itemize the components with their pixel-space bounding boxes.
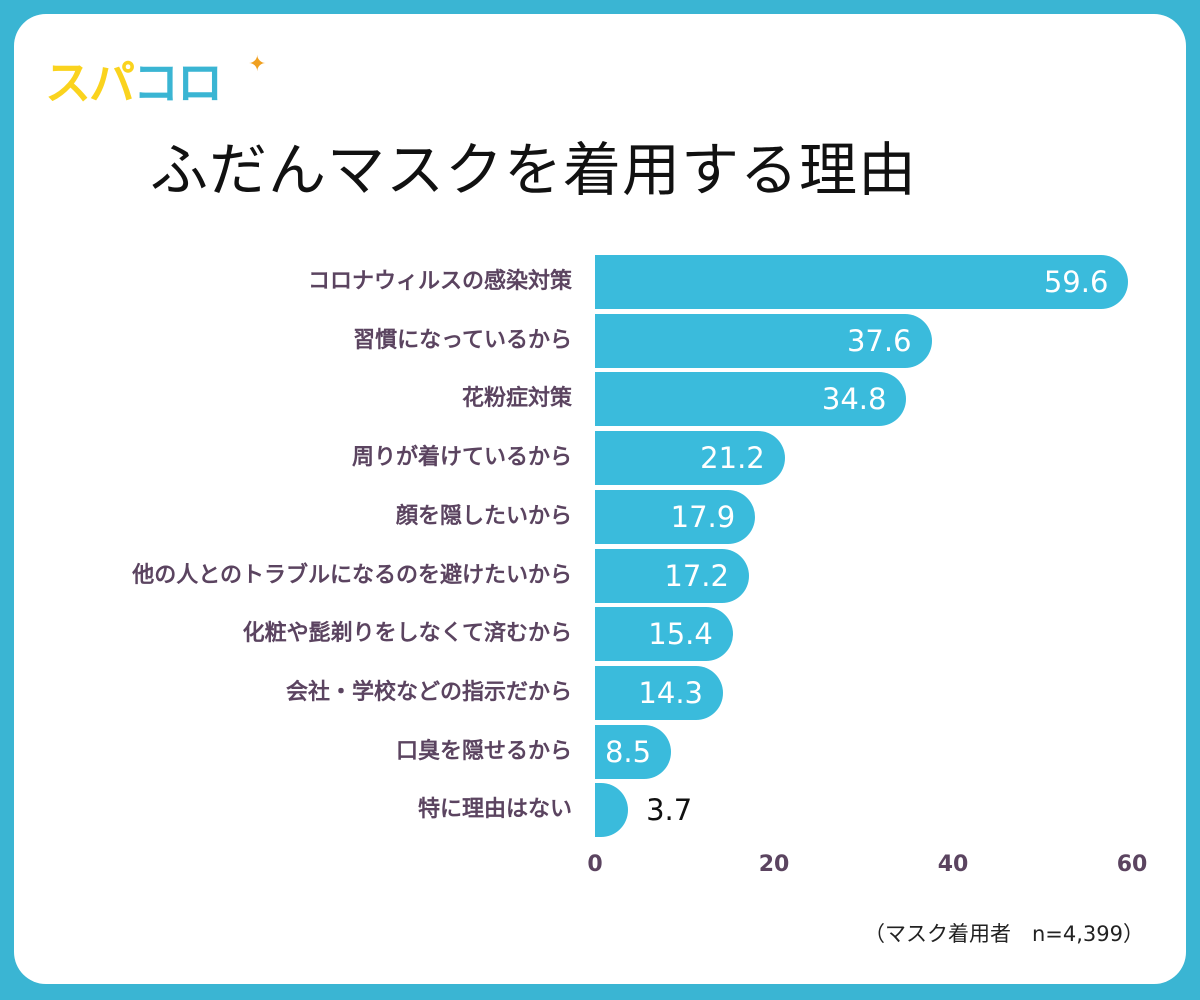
value-label: 59.6	[1043, 265, 1109, 299]
value-label: 8.5	[604, 734, 652, 769]
category-label: 他の人とのトラブルになるのを避けたいから	[132, 562, 572, 588]
value-label: 14.3	[638, 675, 703, 710]
category-label: 花粉症対策	[461, 386, 572, 412]
category-label: 口臭を隠せるから	[395, 738, 572, 764]
category-label: コロナウィルスの感染対策	[307, 269, 572, 294]
value-label: 17.2	[664, 558, 729, 593]
bar	[595, 372, 907, 427]
category-label: 化粧や髭剃りをしなくて済むから	[242, 621, 572, 647]
value-label: 37.6	[846, 323, 912, 358]
bar	[595, 665, 723, 720]
bar	[595, 255, 1129, 309]
value-label: 21.2	[700, 441, 765, 476]
bar	[595, 431, 785, 486]
category-label: 顔を隠したいから	[395, 503, 572, 529]
x-tick-label: 60	[1116, 852, 1148, 877]
sparkle-icon: ✦	[248, 52, 267, 77]
value-label: 17.9	[670, 499, 736, 534]
bar	[595, 607, 733, 662]
sample-note: （マスク着用者 n=4,399）	[863, 922, 1144, 946]
category-label: 会社・学校などの指示だから	[285, 679, 572, 705]
logo-text-yellow: スパ	[45, 56, 135, 110]
bar	[595, 548, 749, 603]
x-tick-label: 20	[758, 852, 790, 877]
bar	[595, 489, 756, 544]
value-label: 34.8	[821, 382, 887, 417]
logo-text-blue: コロ	[133, 56, 223, 110]
chart-title: ふだんマスクを着用する理由	[150, 136, 918, 204]
value-label: 15.4	[648, 617, 713, 652]
bar	[595, 724, 672, 779]
x-tick-label: 40	[937, 852, 969, 877]
x-tick-label: 0	[587, 852, 603, 877]
category-label: 習慣になっているから	[353, 327, 572, 353]
category-label: 周りが着けているから	[351, 445, 572, 471]
logo: スパコロ	[45, 56, 223, 110]
category-label: 特に理由はない	[417, 797, 572, 823]
value-label: 3.7	[646, 793, 693, 828]
bar	[595, 313, 932, 368]
